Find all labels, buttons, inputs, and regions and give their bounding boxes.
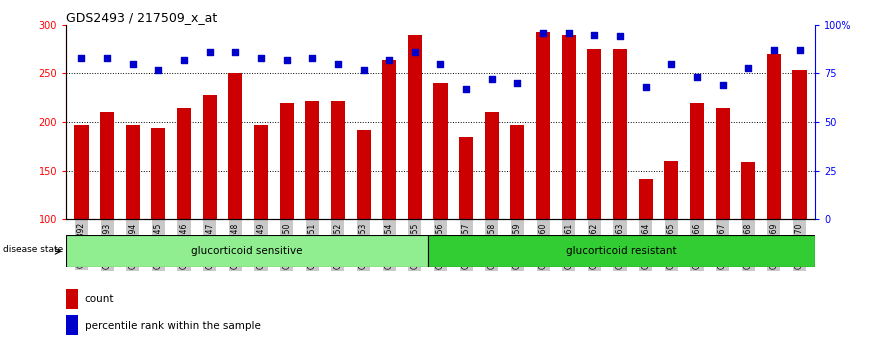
Bar (279, 103, 293, 219)
Bar (459, 137, 473, 219)
Bar (331, 101, 345, 219)
Point (588, 32, 602, 37)
Point (357, 67, 371, 72)
Bar (305, 101, 319, 219)
Point (382, 57, 396, 63)
Bar (766, 54, 781, 219)
Bar (100, 113, 115, 219)
Text: GDS2493 / 217509_x_at: GDS2493 / 217509_x_at (66, 11, 218, 24)
Point (613, 34, 627, 39)
Bar (427, 235, 815, 267)
Bar (177, 108, 191, 219)
Point (331, 61, 345, 67)
Point (715, 82, 729, 88)
Bar (793, 69, 807, 219)
Bar (639, 178, 653, 219)
Bar (126, 125, 140, 219)
Bar (74, 125, 88, 219)
Bar (485, 113, 499, 219)
Text: glucorticoid resistant: glucorticoid resistant (566, 246, 677, 256)
Point (639, 84, 653, 90)
Point (562, 30, 576, 35)
Bar (66, 235, 427, 267)
Bar (152, 128, 166, 219)
Point (305, 55, 319, 61)
Bar (690, 103, 704, 219)
Bar (588, 49, 602, 219)
Bar (741, 162, 755, 219)
Bar (382, 60, 396, 219)
Point (408, 49, 422, 55)
Bar (66, 315, 78, 335)
Bar (66, 289, 78, 309)
Bar (203, 95, 217, 219)
Point (793, 47, 807, 53)
Text: glucorticoid sensitive: glucorticoid sensitive (191, 246, 302, 256)
Bar (562, 34, 576, 219)
Bar (715, 108, 729, 219)
Text: percentile rank within the sample: percentile rank within the sample (85, 321, 261, 331)
Point (510, 80, 524, 86)
Point (485, 76, 499, 82)
Bar (228, 73, 242, 219)
Point (152, 67, 166, 72)
Point (766, 47, 781, 53)
Bar (433, 83, 448, 219)
Point (100, 55, 115, 61)
Text: count: count (85, 294, 114, 304)
Point (433, 61, 448, 67)
Point (536, 30, 550, 35)
Point (74, 55, 88, 61)
Bar (357, 130, 371, 219)
Point (126, 61, 140, 67)
Point (459, 86, 473, 92)
Point (203, 49, 217, 55)
Text: disease state: disease state (3, 245, 63, 254)
Point (741, 65, 755, 70)
Bar (408, 34, 422, 219)
Point (690, 74, 704, 80)
Bar (254, 125, 268, 219)
Point (228, 49, 242, 55)
Bar (613, 49, 627, 219)
Point (279, 57, 293, 63)
Bar (536, 32, 550, 219)
Point (254, 55, 268, 61)
Bar (510, 125, 524, 219)
Bar (664, 161, 678, 219)
Point (177, 57, 191, 63)
Point (664, 61, 678, 67)
